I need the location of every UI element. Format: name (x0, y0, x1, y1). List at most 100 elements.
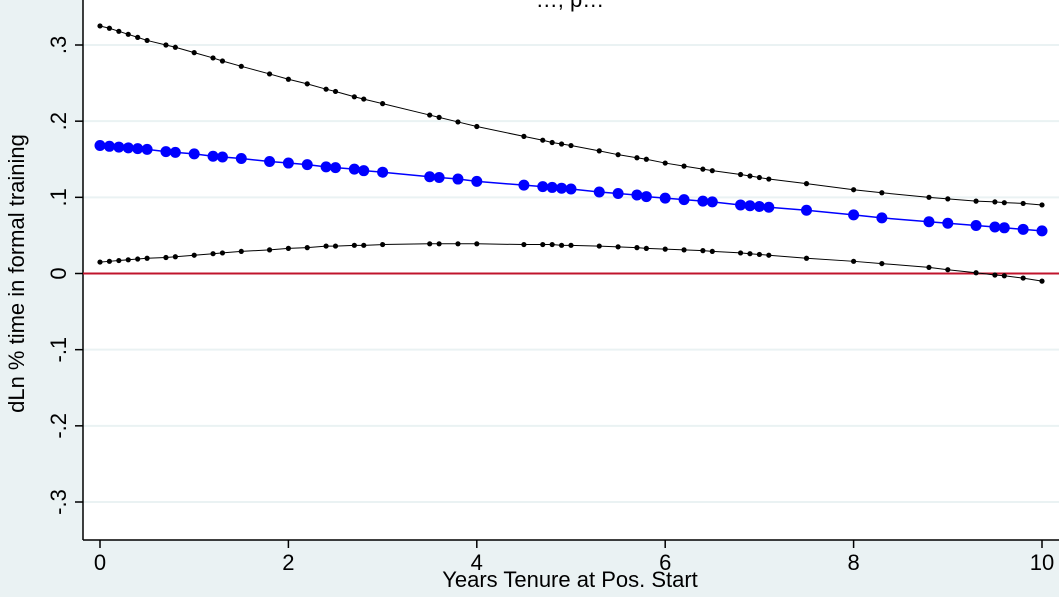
fitted-point (1036, 225, 1048, 237)
fitted-point (188, 148, 200, 160)
y-tick-label: 0 (46, 267, 71, 279)
lower-ci-point (135, 256, 141, 262)
fitted-point (320, 161, 332, 173)
fitted-point (942, 217, 954, 229)
lower-ci-point (332, 243, 339, 249)
fitted-point (235, 152, 247, 164)
y-tick-label: -.3 (46, 489, 71, 515)
fitted-point (264, 156, 276, 168)
lower-ci-point (926, 264, 932, 271)
upper-ci-point (643, 156, 649, 162)
fitted-point (94, 140, 106, 152)
upper-ci-point (568, 142, 574, 149)
lower-ci-point (427, 241, 433, 247)
lower-ci-point (879, 260, 885, 267)
upper-ci-point (521, 133, 527, 139)
fitted-point (612, 188, 624, 200)
upper-ci-point (851, 187, 857, 193)
fitted-point (989, 221, 1001, 233)
fitted-point (518, 179, 530, 191)
lower-ci-point (973, 270, 979, 276)
lower-ci-point (540, 241, 546, 248)
fitted-point (330, 162, 341, 174)
lower-ci-point (615, 244, 621, 250)
plot-area (83, 0, 1059, 540)
fitted-point (348, 163, 360, 175)
lower-ci-point (803, 255, 810, 261)
upper-ci-point (973, 198, 979, 204)
lower-ci-point (992, 272, 998, 278)
fitted-point (678, 194, 690, 206)
fitted-point (122, 142, 134, 154)
upper-ci-point (926, 194, 932, 200)
lower-ci-point (210, 251, 216, 257)
upper-ci-point (380, 101, 386, 107)
fitted-point (640, 191, 652, 203)
lower-ci-point (455, 241, 461, 247)
fitted-point (556, 182, 568, 194)
fitted-point (103, 140, 115, 152)
upper-ci-point (747, 173, 753, 179)
upper-ci-point (662, 160, 668, 166)
fitted-point (970, 220, 982, 232)
fitted-point (282, 157, 294, 169)
fitted-point (433, 172, 445, 184)
axes: -.3 -.2 -.1 0 .1 .2 .3 0 2 4 6 8 10 (46, 0, 1059, 575)
fitted-point (659, 192, 671, 204)
lower-ci-point (558, 242, 565, 248)
upper-ci-point (323, 86, 329, 92)
x-tick-label: 4 (471, 550, 483, 575)
upper-ci-point (1039, 202, 1045, 208)
fitted-point (876, 212, 888, 224)
upper-ci-point (549, 139, 555, 146)
fitted-point (848, 209, 860, 221)
upper-ci-point (210, 55, 216, 61)
fitted-point (377, 166, 389, 178)
upper-ci-point (1020, 200, 1026, 207)
lower-ci-point (700, 248, 706, 254)
fitted-point (358, 165, 370, 177)
lower-ci-point (737, 250, 744, 256)
lower-ci-point (851, 258, 857, 264)
upper-ci-point (945, 196, 951, 202)
upper-ci-point (1001, 200, 1007, 206)
y-tick-label: .1 (46, 188, 71, 206)
upper-ci-point (615, 152, 621, 158)
fitted-point (706, 196, 718, 208)
lower-ci-point (125, 257, 131, 263)
lower-ci-point (144, 255, 150, 261)
lower-ci-point (172, 254, 178, 260)
upper-ci-point (436, 114, 442, 120)
x-axis-title: Years Tenure at Pos. Start (442, 567, 698, 592)
x-tick-label: 2 (282, 550, 294, 575)
x-tick-label: 0 (94, 550, 106, 575)
lower-ci-point (1001, 273, 1007, 279)
upper-ci-point (116, 28, 122, 34)
lower-ci-point (304, 245, 310, 251)
lower-ci-point (219, 250, 226, 256)
lower-ci-point (568, 242, 574, 248)
lower-ci-point (747, 251, 753, 257)
x-tick-label: 8 (847, 550, 859, 575)
lower-ci-point (361, 242, 367, 248)
upper-ci-point (361, 96, 367, 102)
fitted-point (132, 143, 144, 155)
upper-ci-point (766, 176, 772, 182)
fitted-point (631, 189, 643, 201)
fitted-point (1017, 223, 1029, 235)
upper-ci-point (455, 119, 461, 125)
upper-ci-point (681, 163, 687, 169)
upper-ci-point (97, 23, 103, 29)
fitted-point (216, 151, 228, 163)
lower-ci-point (1020, 275, 1026, 281)
upper-ci-point (596, 148, 602, 154)
fitted-point (113, 141, 125, 153)
upper-ci-point (558, 141, 565, 147)
y-axis-title: dLn % time in formal training (4, 134, 29, 413)
fitted-point (763, 201, 775, 213)
x-tick-label: 10 (1030, 550, 1054, 575)
fitted-point (753, 200, 765, 212)
upper-ci-point (709, 168, 715, 174)
fitted-point (923, 216, 935, 228)
lower-ci-point (756, 251, 763, 258)
